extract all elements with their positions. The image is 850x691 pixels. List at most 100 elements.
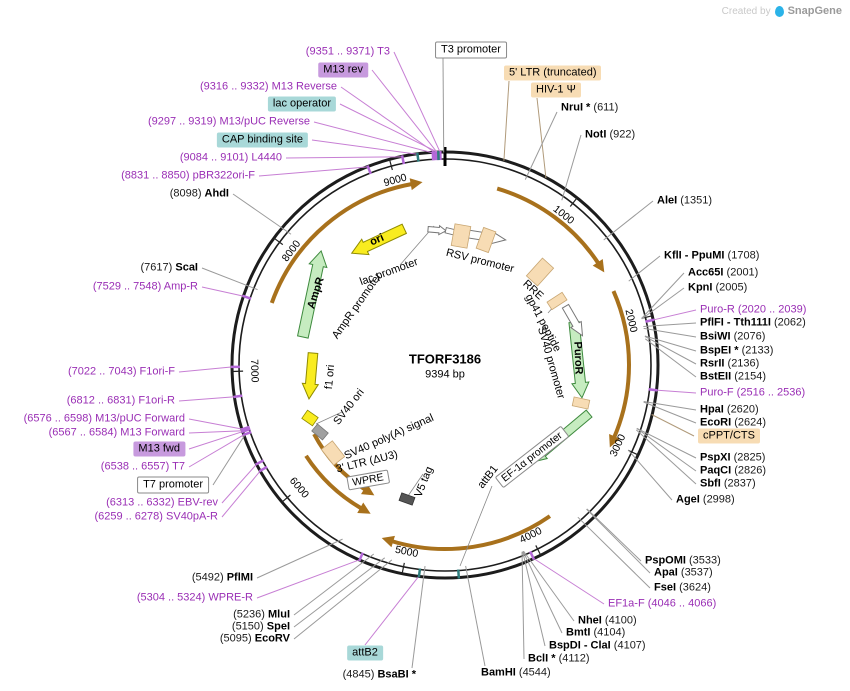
label-pflmi[interactable]: (5492) PflMI <box>191 571 253 584</box>
label-pbr322ori-f[interactable]: (8831 .. 8850) pBR322ori-F <box>121 169 255 182</box>
feature-connector-1 <box>459 485 493 567</box>
tick-1000 <box>569 197 578 207</box>
label-acc65i[interactable]: Acc65I (2001) <box>688 266 759 279</box>
label-scai[interactable]: (7617) ScaI <box>140 261 199 274</box>
label-sv40pa-r[interactable]: (6259 .. 6278) SV40pA-R <box>94 510 218 523</box>
sv40-promoter-arrow[interactable] <box>560 303 587 338</box>
label-bsiwi[interactable]: BsiWI (2076) <box>700 330 766 343</box>
label-pspxi[interactable]: PspXI (2825) <box>700 451 766 464</box>
v5-box[interactable] <box>398 492 416 506</box>
label-pspomi[interactable]: PspOMI (3533) <box>645 554 721 567</box>
label-kfli-ppumi[interactable]: KflI - PpuMI (1708) <box>664 249 760 262</box>
ampr-arrow[interactable] <box>294 249 330 339</box>
ori-arrow[interactable] <box>348 221 408 261</box>
label-spei[interactable]: (5150) SpeI <box>231 620 290 633</box>
label-m13-reverse[interactable]: (9316 .. 9332) M13 Reverse <box>200 80 337 93</box>
label-bamhi[interactable]: BamHI (4544) <box>481 666 551 679</box>
label-hiv1-psi[interactable]: HIV-1 Ψ <box>531 82 581 98</box>
feature-ef1a-promoter[interactable]: EF-1α promoter <box>494 425 570 489</box>
label-alei[interactable]: AleI (1351) <box>657 194 713 207</box>
ltr3-box[interactable] <box>320 440 346 466</box>
label-rsrii[interactable]: RsrII (2136) <box>700 357 760 370</box>
label-t3-primer[interactable]: (9351 .. 9371) T3 <box>305 45 390 58</box>
label-m13-fwd[interactable]: M13 fwd <box>133 441 185 457</box>
label-nhei[interactable]: NheI (4100) <box>578 614 637 627</box>
label-noti[interactable]: NotI (922) <box>585 128 636 141</box>
feature-f1-ori[interactable]: f1 ori <box>322 364 338 390</box>
psi-box[interactable] <box>475 226 497 254</box>
sv40-ori-box[interactable] <box>301 409 319 427</box>
label-bmti[interactable]: BmtI (4104) <box>566 626 626 639</box>
label-f1ori-f[interactable]: (7022 .. 7043) F1ori-F <box>67 365 175 378</box>
label-kpni[interactable]: KpnI (2005) <box>688 281 748 294</box>
label-agei[interactable]: AgeI (2998) <box>676 493 735 506</box>
label-t7-primer[interactable]: (6538 .. 6557) T7 <box>100 460 185 473</box>
label-puro-r[interactable]: Puro-R (2020 .. 2039) <box>700 303 807 316</box>
label-pflfi-tth111i[interactable]: PflFI - Tth111I (2062) <box>700 316 806 329</box>
feature-ori[interactable]: ori <box>368 231 386 249</box>
label-bspdi-clai[interactable]: BspDI - ClaI (4107) <box>549 639 646 652</box>
label-f1ori-r[interactable]: (6812 .. 6831) F1ori-R <box>66 394 175 407</box>
arc-ef1a-region[interactable] <box>390 514 552 551</box>
label-hpai[interactable]: HpaI (2620) <box>700 403 759 416</box>
label-ahdi[interactable]: (8098) AhdI <box>169 187 229 200</box>
label-nrui-callout-line <box>524 111 558 180</box>
label-sbfi[interactable]: SbfI (2837) <box>700 477 756 490</box>
label-t7-primer-site-mark <box>242 430 252 437</box>
label-l4440[interactable]: (9084 .. 9101) L4440 <box>179 151 282 164</box>
gray-box[interactable] <box>311 423 329 441</box>
label-5ltr-truncated[interactable]: 5' LTR (truncated) <box>504 65 602 81</box>
arc-psi-rre-region[interactable] <box>496 186 601 266</box>
gp41-box[interactable] <box>546 291 568 311</box>
label-puro-f[interactable]: Puro-F (2516 .. 2536) <box>700 386 806 399</box>
arc-ori-region[interactable] <box>269 181 414 304</box>
feature-rsv-promoter[interactable]: RSV promoter <box>444 246 516 276</box>
label-bspei[interactable]: BspEI * (2133) <box>700 344 774 357</box>
label-fsei[interactable]: FseI (3624) <box>654 581 711 594</box>
label-m13-puc-reverse[interactable]: (9297 .. 9319) M13/pUC Reverse <box>147 115 310 128</box>
label-wpre-r[interactable]: (5304 .. 5324) WPRE-R <box>136 591 253 604</box>
feature-sv40-ori[interactable]: SV40 ori <box>331 386 367 428</box>
tick-4000 <box>535 545 542 556</box>
label-m13-rev[interactable]: M13 rev <box>318 62 368 78</box>
label-nrui[interactable]: NruI * (611) <box>561 101 619 114</box>
label-t7-promoter-callout-line <box>212 435 245 486</box>
arc-wpre-region[interactable] <box>304 454 363 511</box>
label-cppt-cts-callout-line <box>651 414 695 437</box>
label-ecori[interactable]: EcoRI (2624) <box>700 416 767 429</box>
label-bspei-callout-line <box>644 335 697 352</box>
lac-promoter-arrow-1[interactable] <box>427 224 447 236</box>
label-lac-operator[interactable]: lac operator <box>267 96 336 112</box>
cppt-box[interactable] <box>571 396 591 410</box>
rre-box[interactable] <box>525 257 555 287</box>
feature-wpre[interactable]: WPRE <box>346 469 390 491</box>
f1-ori-arrow[interactable] <box>301 352 321 400</box>
label-cppt-cts[interactable]: cPPT/CTS <box>698 428 760 444</box>
label-mlui[interactable]: (5236) MluI <box>233 608 290 621</box>
feature-v5-tag[interactable]: V5 tag <box>412 465 436 499</box>
ltr5-box[interactable] <box>450 223 472 249</box>
label-bcli[interactable]: BclI * (4112) <box>528 652 590 665</box>
feature-puror[interactable]: PuroR <box>571 341 585 375</box>
label-t7-promoter[interactable]: T7 promoter <box>137 476 209 494</box>
label-ebv-rev[interactable]: (6313 .. 6332) EBV-rev <box>106 496 218 509</box>
label-m13-forward[interactable]: (6567 .. 6584) M13 Forward <box>48 426 185 439</box>
arc-ef1a-region-arrowhead-icon <box>381 535 395 548</box>
label-amp-r[interactable]: (7529 .. 7548) Amp-R <box>92 280 198 293</box>
label-m13-puc-forward[interactable]: (6576 .. 6598) M13/pUC Forward <box>23 412 185 425</box>
label-pspomi-callout-line <box>586 508 642 562</box>
label-bsabi[interactable]: (4845) BsaBI * <box>342 668 416 681</box>
puror-arrow[interactable] <box>566 321 591 399</box>
label-apai[interactable]: ApaI (3537) <box>654 566 713 579</box>
label-bsteii[interactable]: BstEII (2154) <box>700 370 767 383</box>
label-ef1a-f[interactable]: EF1a-F (4046 .. 4066) <box>608 597 717 610</box>
label-attb2[interactable]: attB2 <box>347 645 383 661</box>
label-t3-promoter[interactable]: T3 promoter <box>435 41 507 59</box>
label-paqci[interactable]: PaqCI (2826) <box>700 464 767 477</box>
label-ecorv[interactable]: (5095) EcoRV <box>219 632 290 645</box>
tick-label-7000: 7000 <box>248 359 261 383</box>
feature-ampr[interactable]: AmpR <box>305 275 327 311</box>
label-cap-binding-site[interactable]: CAP binding site <box>216 132 308 148</box>
feature-ampr-promoter[interactable]: AmpR promoter <box>329 270 385 342</box>
arc-puro-region[interactable] <box>611 290 631 439</box>
